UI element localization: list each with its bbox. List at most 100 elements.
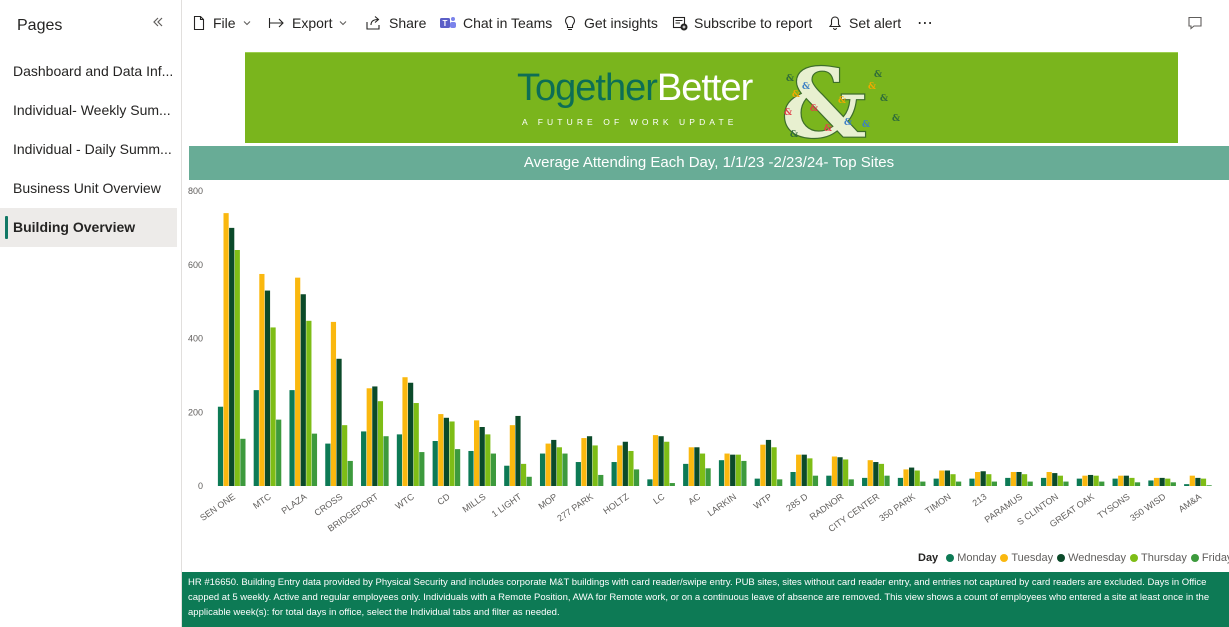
- bar-friday[interactable]: [777, 479, 783, 486]
- bar-friday[interactable]: [848, 479, 854, 486]
- bar-thursday[interactable]: [699, 453, 706, 486]
- bar-tuesday[interactable]: [796, 454, 802, 486]
- bar-wednesday[interactable]: [765, 439, 772, 486]
- bar-tuesday[interactable]: [903, 469, 909, 486]
- export-menu-button[interactable]: Export: [268, 4, 348, 42]
- bar-monday[interactable]: [754, 478, 760, 486]
- bar-friday[interactable]: [741, 460, 747, 486]
- bar-wednesday[interactable]: [372, 386, 378, 486]
- file-menu-button[interactable]: File: [191, 4, 252, 42]
- bar-friday[interactable]: [311, 433, 318, 486]
- bar-wednesday[interactable]: [586, 436, 593, 486]
- bar-tuesday[interactable]: [1082, 475, 1088, 486]
- bar-tuesday[interactable]: [366, 388, 372, 486]
- bar-monday[interactable]: [1184, 484, 1190, 486]
- bar-wednesday[interactable]: [1195, 477, 1201, 486]
- bar-thursday[interactable]: [807, 458, 813, 486]
- bar-tuesday[interactable]: [581, 438, 587, 486]
- legend-item-friday[interactable]: Friday: [1190, 552, 1229, 564]
- bar-thursday[interactable]: [306, 320, 312, 486]
- bar-monday[interactable]: [826, 475, 832, 486]
- bar-thursday[interactable]: [413, 403, 419, 486]
- bar-monday[interactable]: [396, 434, 403, 486]
- bar-monday[interactable]: [790, 471, 796, 486]
- bar-wednesday[interactable]: [479, 427, 485, 486]
- bar-monday[interactable]: [504, 465, 510, 486]
- bar-thursday[interactable]: [1057, 475, 1063, 486]
- bar-tuesday[interactable]: [402, 377, 408, 486]
- bar-monday[interactable]: [1040, 477, 1047, 486]
- bar-wednesday[interactable]: [515, 415, 521, 486]
- bar-monday[interactable]: [468, 450, 474, 486]
- bar-friday[interactable]: [812, 475, 819, 486]
- bar-thursday[interactable]: [950, 474, 956, 486]
- bar-thursday[interactable]: [1200, 478, 1207, 486]
- bar-friday[interactable]: [1027, 481, 1033, 486]
- bar-thursday[interactable]: [342, 425, 348, 486]
- bar-tuesday[interactable]: [652, 435, 659, 486]
- bar-monday[interactable]: [217, 406, 224, 486]
- legend-item-monday[interactable]: Monday: [946, 552, 996, 564]
- bar-monday[interactable]: [718, 460, 725, 486]
- bar-wednesday[interactable]: [300, 294, 306, 486]
- bar-thursday[interactable]: [449, 421, 455, 486]
- bar-friday[interactable]: [419, 452, 425, 486]
- bar-wednesday[interactable]: [730, 454, 736, 486]
- bar-thursday[interactable]: [664, 441, 670, 486]
- bar-monday[interactable]: [575, 462, 581, 486]
- bar-wednesday[interactable]: [694, 447, 700, 486]
- bar-friday[interactable]: [562, 453, 568, 486]
- bar-monday[interactable]: [1076, 478, 1082, 486]
- bar-friday[interactable]: [920, 481, 926, 486]
- bar-friday[interactable]: [276, 419, 282, 486]
- bar-tuesday[interactable]: [1118, 475, 1124, 486]
- bar-friday[interactable]: [956, 481, 962, 486]
- bar-monday[interactable]: [1005, 477, 1011, 486]
- bar-tuesday[interactable]: [760, 444, 766, 486]
- bar-wednesday[interactable]: [873, 462, 879, 486]
- bar-friday[interactable]: [991, 481, 997, 486]
- bar-wednesday[interactable]: [909, 467, 915, 486]
- bar-monday[interactable]: [253, 390, 259, 486]
- bar-wednesday[interactable]: [264, 290, 271, 486]
- bar-tuesday[interactable]: [688, 447, 694, 486]
- bar-tuesday[interactable]: [617, 445, 623, 486]
- bar-thursday[interactable]: [485, 434, 491, 486]
- bar-wednesday[interactable]: [622, 441, 628, 486]
- bar-wednesday[interactable]: [1087, 474, 1094, 486]
- page-tab-building-overview[interactable]: Building Overview: [0, 208, 177, 247]
- bar-tuesday[interactable]: [1046, 471, 1052, 486]
- bar-wednesday[interactable]: [1159, 477, 1165, 486]
- bar-thursday[interactable]: [1129, 477, 1135, 486]
- bar-friday[interactable]: [455, 449, 461, 486]
- bar-wednesday[interactable]: [443, 417, 450, 486]
- bar-tuesday[interactable]: [223, 213, 229, 486]
- bar-friday[interactable]: [1206, 485, 1212, 486]
- bar-thursday[interactable]: [520, 463, 527, 486]
- bar-thursday[interactable]: [592, 445, 598, 486]
- bar-friday[interactable]: [705, 468, 711, 486]
- bar-tuesday[interactable]: [1153, 477, 1160, 486]
- bar-monday[interactable]: [539, 453, 546, 486]
- bar-wednesday[interactable]: [980, 471, 986, 486]
- bar-thursday[interactable]: [771, 447, 777, 486]
- bar-monday[interactable]: [289, 390, 295, 486]
- bar-wednesday[interactable]: [1016, 471, 1022, 486]
- bar-thursday[interactable]: [1021, 474, 1028, 486]
- bar-thursday[interactable]: [986, 474, 992, 486]
- bar-thursday[interactable]: [1165, 478, 1171, 486]
- bar-thursday[interactable]: [377, 401, 384, 486]
- bar-wednesday[interactable]: [944, 470, 951, 486]
- legend-item-thursday[interactable]: Thursday: [1130, 552, 1187, 564]
- bar-monday[interactable]: [969, 478, 975, 486]
- bar-monday[interactable]: [683, 463, 689, 486]
- bar-friday[interactable]: [633, 469, 640, 486]
- bar-wednesday[interactable]: [551, 439, 557, 486]
- bar-monday[interactable]: [325, 443, 331, 486]
- bar-friday[interactable]: [1063, 481, 1069, 486]
- bar-monday[interactable]: [1112, 478, 1118, 486]
- page-tab-dashboard-and-data-info[interactable]: Dashboard and Data Inf...: [0, 52, 177, 91]
- bar-tuesday[interactable]: [295, 277, 301, 486]
- legend-item-wednesday[interactable]: Wednesday: [1057, 552, 1126, 564]
